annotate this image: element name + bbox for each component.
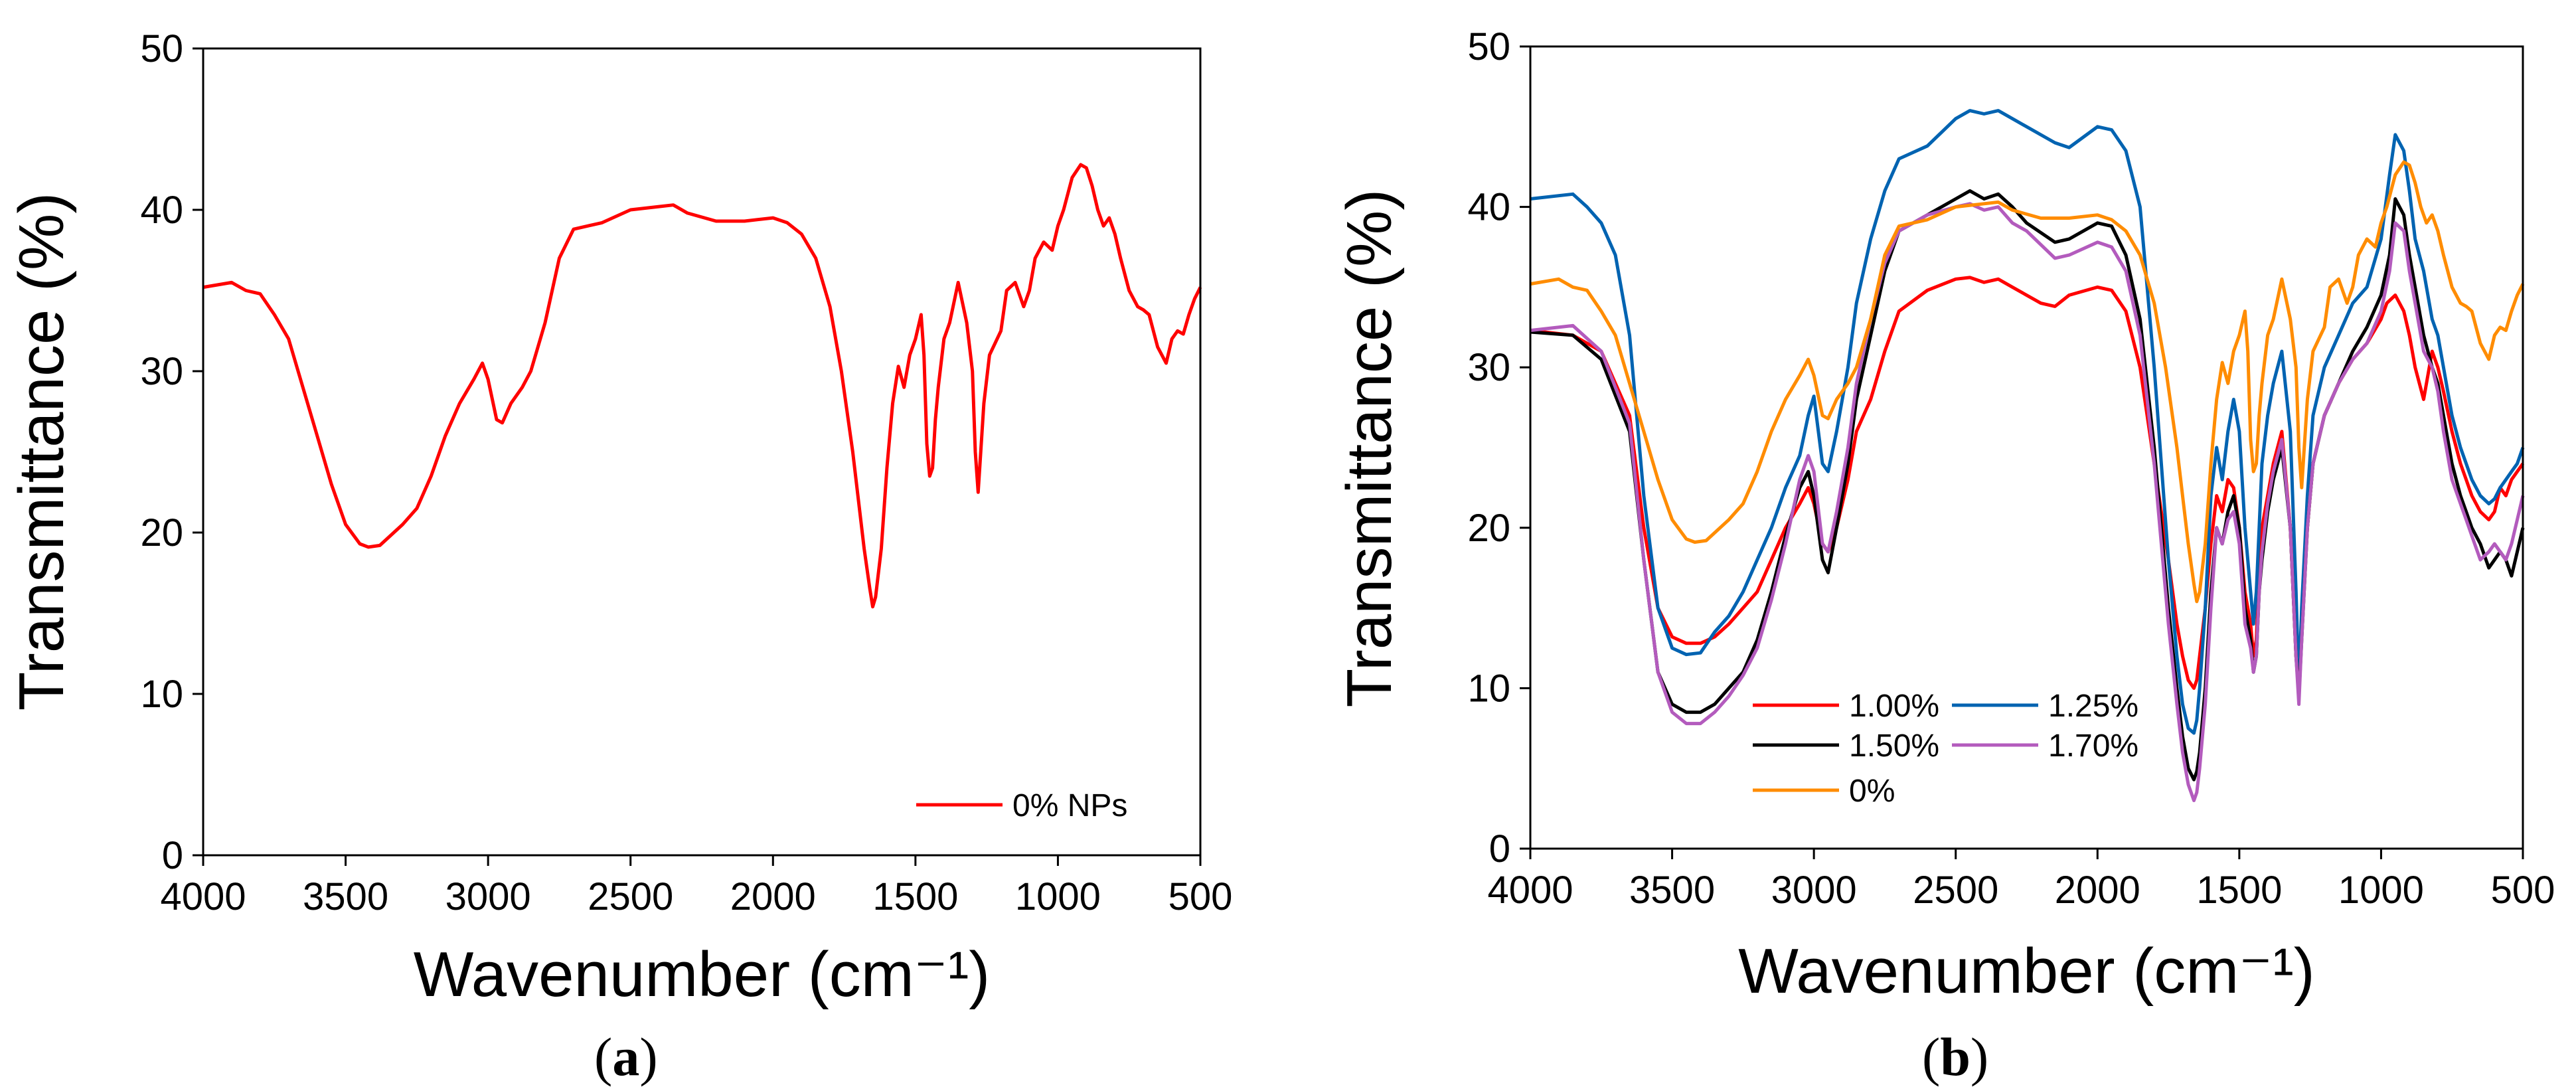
x-tick-label: 500 [1168,875,1233,918]
x-tick-label: 3000 [445,875,531,918]
series-line-1-50- [1530,189,2525,782]
series-line-1-25- [1530,109,2525,735]
legend-label: 1.25% [2048,689,2138,724]
chart-panel-b: 4000 3500 3000 2500 2000 1500 1000 500 0 10 20 30 40… [1334,25,2555,1007]
x-tick-label: 4000 [1487,869,1573,912]
legend-label: 1.70% [2048,728,2138,764]
y-tick-label: 50 [140,27,183,70]
y-tick-label: 0 [162,834,183,877]
legend-label: 0% NPs [1012,788,1127,823]
x-tick-label: 4000 [160,875,246,918]
panel-label-b: (b) [1922,1027,1989,1087]
x-tick-label: 500 [2491,869,2555,912]
y-tick-label: 20 [1467,507,1510,550]
y-tick-label: 10 [140,673,183,716]
x-tick-label: 1500 [872,875,958,918]
x-tick-label: 2000 [2055,869,2140,912]
y-axis-title: Transmittance (%) [1334,189,1405,708]
x-tick-label: 3500 [303,875,388,918]
y-tick-label: 0 [1489,827,1510,871]
x-tick-label: 1000 [2338,869,2424,912]
x-axis-title: Wavenumber (cm⁻¹) [1738,936,2315,1007]
y-tick-label: 10 [1467,667,1510,710]
x-tick-label: 3000 [1771,869,1857,912]
x-tick-label: 1500 [2196,869,2282,912]
series-line-0- [1530,160,2525,604]
series-line-0-nps [202,163,1202,609]
legend-label: 1.50% [1849,728,1939,764]
legend-label: 1.00% [1849,689,1939,724]
plot-frame [202,47,1202,857]
x-tick-label: 2000 [730,875,816,918]
series-line-1-70- [1530,202,2525,802]
y-tick-label: 50 [1467,25,1510,68]
x-tick-label: 3500 [1629,869,1715,912]
series-line-1-00- [1530,276,2525,690]
y-tick-label: 30 [1467,346,1510,389]
x-axis-title: Wavenumber (cm⁻¹) [414,939,991,1010]
x-tick-label: 2500 [588,875,673,918]
y-tick-label: 40 [1467,186,1510,229]
y-tick-label: 40 [140,189,183,232]
y-axis-title: Transmittance (%) [6,193,77,711]
x-tick-label: 1000 [1015,875,1101,918]
panel-label-a: (a) [594,1027,658,1087]
legend-label: 0% [1849,774,1895,809]
chart-panel-a: 4000 3500 3000 2500 2000 1500 1000 500 0 10 20 30 40… [6,27,1232,1010]
y-tick-label: 20 [140,511,183,554]
x-tick-label: 2500 [1913,869,1998,912]
plot-frame [1529,45,2524,850]
y-tick-label: 30 [140,350,183,393]
